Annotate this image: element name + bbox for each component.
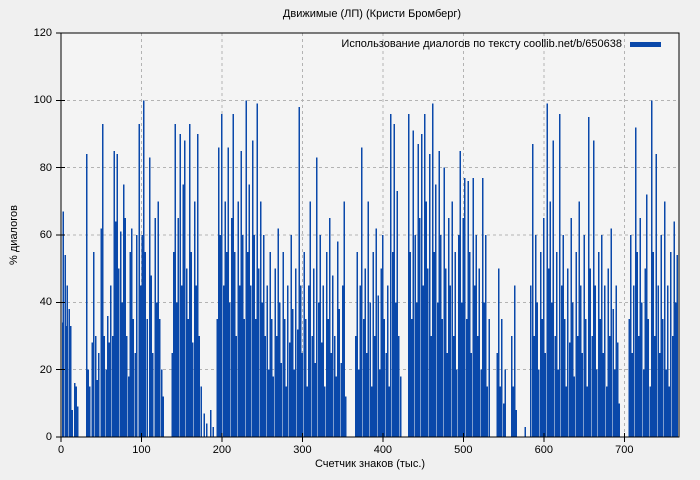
y-tick-label: 100	[33, 94, 52, 107]
legend-key-swatch	[630, 41, 661, 47]
x-tick-label: 400	[373, 444, 393, 456]
x-tick-label: 200	[212, 444, 232, 456]
y-tick-label: 20	[39, 363, 52, 376]
chart-title: Движимые (ЛП) (Кристи Бромберг)	[282, 8, 462, 20]
y-tick-label: 120	[33, 27, 52, 39]
y-tick-label: 80	[39, 161, 52, 174]
x-tick-label: 600	[534, 444, 553, 456]
x-tick-label: 300	[293, 444, 312, 456]
legend: Использование диалогов по тексту coollib…	[341, 36, 661, 52]
y-tick-label: 60	[39, 229, 52, 241]
legend-label: Использование диалогов по тексту coollib…	[341, 38, 622, 50]
x-axis-label: Счетчик знаков (тыс.)	[314, 458, 426, 470]
y-tick-label: 40	[39, 296, 52, 309]
x-tick-label: 0	[57, 444, 65, 456]
x-tick-label: 100	[132, 444, 151, 456]
x-tick-label: 500	[454, 444, 473, 456]
x-tick-label: 700	[615, 444, 634, 456]
y-tick-label: 0	[45, 431, 52, 443]
